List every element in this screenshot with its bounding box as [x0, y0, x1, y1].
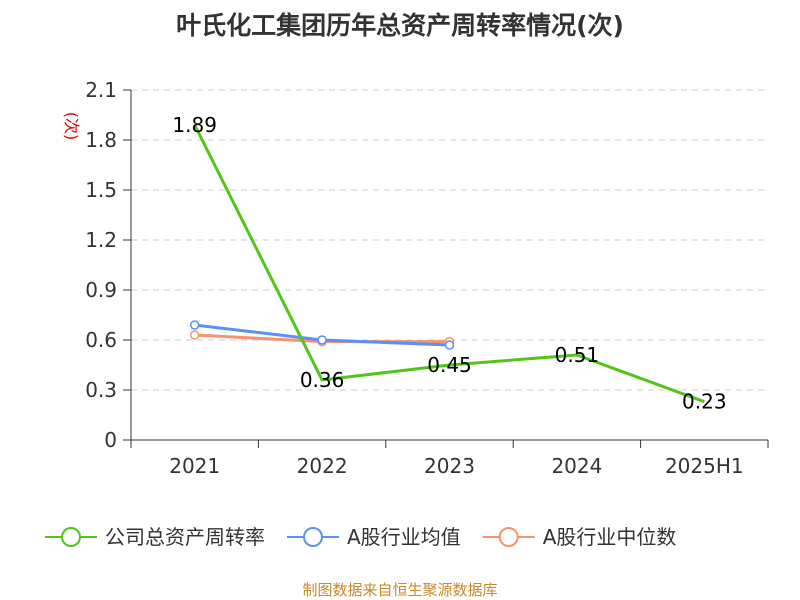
series-point-1 [317, 335, 327, 345]
data-labels: 1.89 0.36 0.45 0.51 0.23 [172, 113, 726, 414]
series-point-1 [189, 320, 200, 330]
chart-title: 叶氏化工集团历年总资产周转率情况(次) [176, 11, 624, 40]
y-tick-label: 0.3 [85, 378, 117, 402]
data-label: 0.36 [300, 368, 345, 392]
y-tick-label: 0.6 [85, 328, 117, 352]
legend: 公司总资产周转率 A股行业均值 A股行业中位数 [45, 525, 676, 549]
legend-label: A股行业中位数 [543, 525, 677, 549]
x-tick-label: 2024 [551, 454, 602, 478]
axes [130, 90, 768, 441]
data-label: 0.51 [555, 343, 600, 367]
data-label: 1.89 [172, 113, 217, 137]
y-axis-unit: (次) [62, 112, 81, 141]
x-axis-ticks: 2021 2022 2023 2024 2025H1 [130, 440, 769, 478]
series-line-0 [193, 124, 705, 404]
series-group [189, 124, 705, 404]
y-tick-label: 0 [104, 428, 117, 452]
legend-item-1: A股行业均值 [287, 525, 461, 549]
legend-swatch-marker [303, 527, 323, 547]
y-tick-label: 1.2 [85, 228, 117, 252]
series-point-2 [189, 330, 200, 340]
x-tick-label: 2021 [169, 454, 220, 478]
y-tick-label: 2.1 [85, 78, 117, 102]
legend-label: 公司总资产周转率 [105, 525, 265, 549]
y-tick-label: 0.9 [85, 278, 117, 302]
legend-item-0: 公司总资产周转率 [45, 525, 265, 549]
y-tick-label: 1.5 [85, 178, 117, 202]
source-note: 制图数据来自恒生聚源数据库 [302, 581, 497, 599]
legend-item-2: A股行业中位数 [482, 525, 677, 549]
data-label: 0.23 [682, 390, 727, 414]
legend-swatch-marker [498, 527, 519, 547]
series-point-1 [444, 340, 455, 350]
grid-lines [131, 89, 768, 391]
x-tick-label: 2023 [424, 454, 475, 478]
legend-swatch-marker [61, 527, 81, 547]
x-tick-label: 2025H1 [665, 454, 744, 478]
y-axis-ticks: 0 0.3 0.6 0.9 1.2 1.5 1.8 2.1 [85, 78, 131, 452]
legend-label: A股行业均值 [347, 525, 461, 549]
x-tick-label: 2022 [297, 454, 348, 478]
data-label: 0.45 [427, 353, 472, 377]
y-tick-label: 1.8 [85, 128, 117, 152]
